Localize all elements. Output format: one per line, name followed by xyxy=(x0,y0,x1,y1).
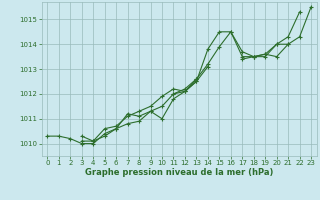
X-axis label: Graphe pression niveau de la mer (hPa): Graphe pression niveau de la mer (hPa) xyxy=(85,168,273,177)
